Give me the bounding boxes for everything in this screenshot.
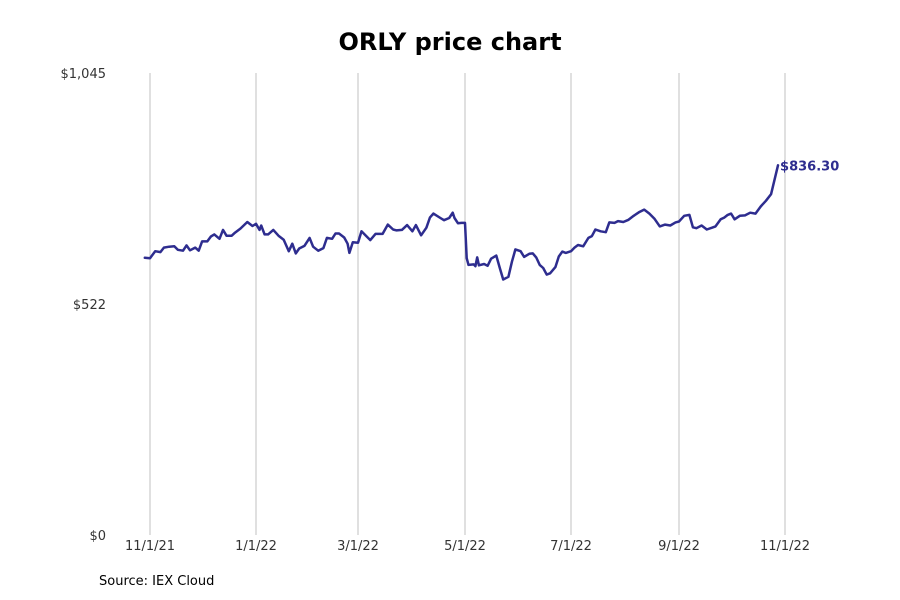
x-tick-label: 5/1/22: [444, 539, 486, 554]
y-tick-label: $522: [73, 298, 106, 313]
y-axis-tick-labels: $0 $522 $1,045: [61, 67, 107, 544]
x-tick-label: 1/1/22: [235, 539, 277, 554]
source-note: Source: IEX Cloud: [99, 574, 215, 589]
y-tick-label: $1,045: [61, 67, 107, 82]
x-gridlines: [149, 73, 786, 535]
x-tick-label: 9/1/22: [658, 539, 700, 554]
x-tick-label: 7/1/22: [550, 539, 592, 554]
x-tick-label: 11/1/21: [125, 539, 175, 554]
price-line: [143, 164, 780, 281]
chart-title: ORLY price chart: [338, 28, 562, 56]
last-price-label: $836.30: [780, 159, 839, 174]
x-axis-tick-labels: 11/1/21 1/1/22 3/1/22 5/1/22 7/1/22 9/1/22 11/…: [125, 539, 810, 554]
y-tick-label: $0: [89, 529, 106, 544]
price-series: [143, 164, 780, 281]
x-tick-label: 11/1/22: [760, 539, 810, 554]
last-price-annotation: $836.30: [780, 159, 839, 174]
x-tick-label: 3/1/22: [337, 539, 379, 554]
